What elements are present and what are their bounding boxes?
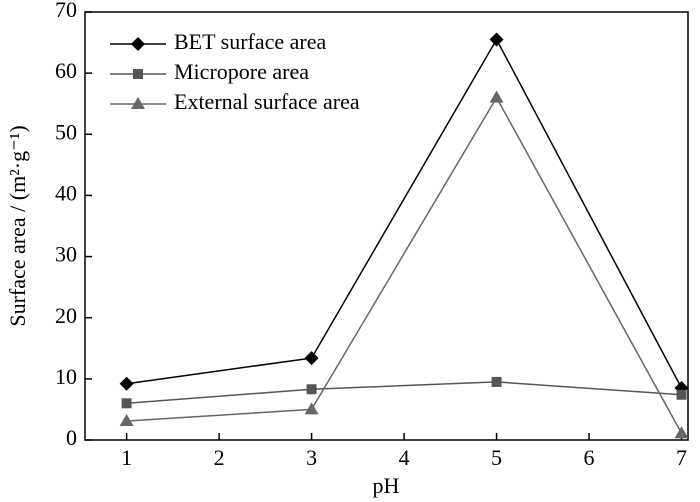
x-tick-label: 4 xyxy=(399,445,410,470)
x-tick-label: 7 xyxy=(676,445,687,470)
y-tick-label: 70 xyxy=(55,0,77,22)
legend-label: BET surface area xyxy=(174,29,327,54)
y-axis-label: Surface area / (m²·g⁻¹) xyxy=(5,125,30,326)
series-line xyxy=(126,96,683,434)
x-tick-label: 3 xyxy=(306,445,317,470)
x-tick-label: 1 xyxy=(121,445,132,470)
marker xyxy=(674,426,689,439)
y-tick-label: 40 xyxy=(55,180,77,205)
y-tick-label: 50 xyxy=(55,119,77,144)
x-tick-label: 2 xyxy=(214,445,225,470)
marker xyxy=(676,389,687,400)
marker xyxy=(131,97,145,109)
y-tick-label: 0 xyxy=(66,425,77,450)
marker xyxy=(119,376,134,391)
marker xyxy=(304,351,319,366)
x-tick-label: 5 xyxy=(491,445,502,470)
plot-frame xyxy=(84,11,689,441)
marker xyxy=(304,402,319,415)
marker xyxy=(489,90,504,103)
x-tick-label: 6 xyxy=(584,445,595,470)
legend-label: External surface area xyxy=(174,89,360,114)
y-tick-label: 20 xyxy=(55,303,77,328)
y-tick-label: 60 xyxy=(55,58,77,83)
marker xyxy=(489,32,504,47)
marker xyxy=(491,376,502,387)
marker xyxy=(131,37,145,51)
marker xyxy=(306,384,317,395)
marker xyxy=(121,398,132,409)
marker xyxy=(133,69,143,79)
series-line xyxy=(126,37,683,389)
y-tick-label: 30 xyxy=(55,242,77,267)
y-tick-label: 10 xyxy=(55,364,77,389)
legend-label: Micropore area xyxy=(174,59,309,84)
x-axis-label: pH xyxy=(373,473,400,498)
marker xyxy=(119,414,134,427)
series-line xyxy=(126,381,682,405)
